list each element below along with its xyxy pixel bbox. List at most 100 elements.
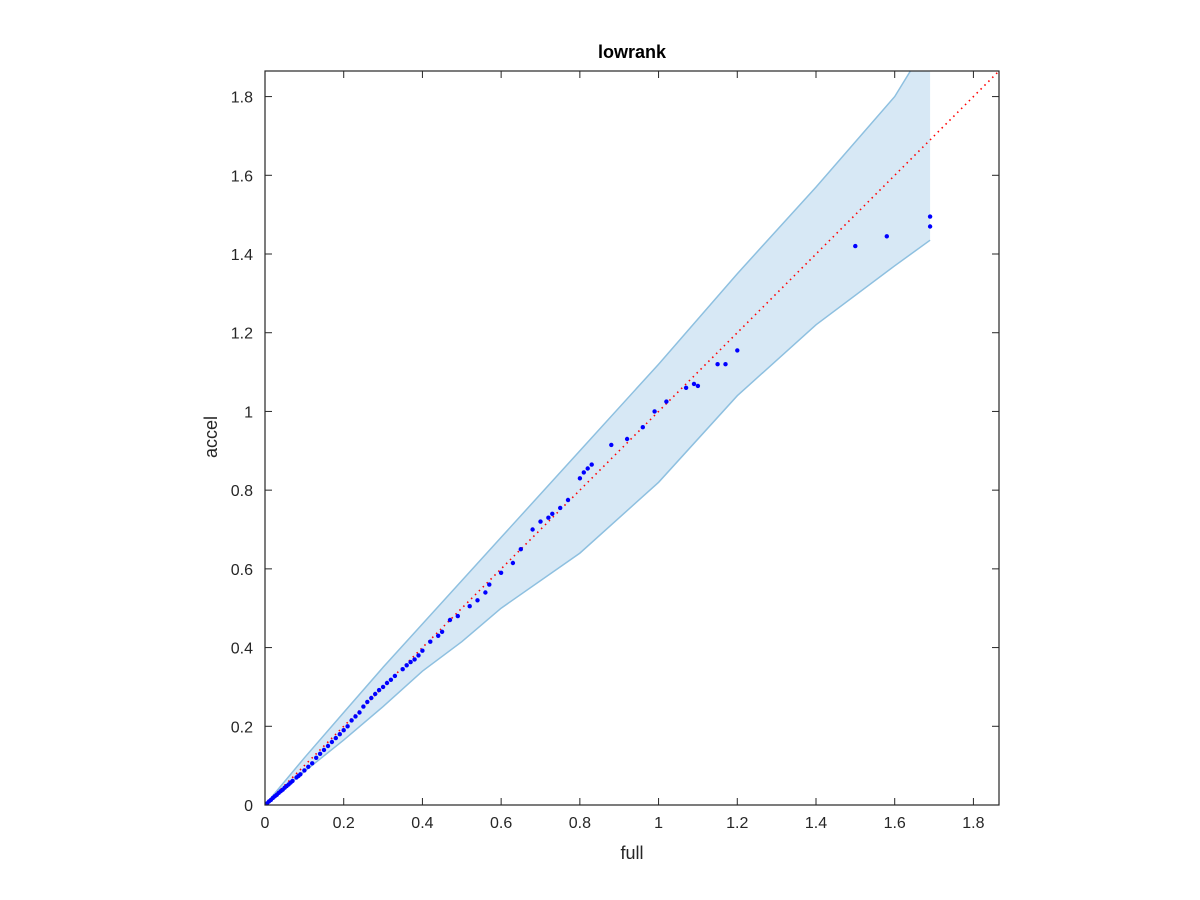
data-point — [353, 714, 358, 719]
data-point — [927, 214, 933, 219]
data-point — [298, 772, 303, 777]
data-point — [609, 442, 614, 448]
data-point — [581, 470, 586, 475]
data-point — [475, 598, 480, 603]
data-point — [652, 409, 657, 414]
data-point — [510, 560, 516, 566]
data-point — [558, 505, 563, 511]
data-point — [349, 718, 354, 723]
data-point — [455, 613, 460, 619]
data-point — [538, 519, 543, 524]
data-point — [361, 704, 366, 709]
y-axis-ticks: 0 0.2 0.4 0.6 0.8 1 1.2 1.4 1.6 1.8 — [231, 90, 999, 815]
x-tick-label: 1.8 — [962, 815, 984, 832]
data-point — [853, 243, 858, 249]
x-tick-label: 1.4 — [805, 815, 827, 832]
data-point — [550, 511, 555, 516]
data-point — [436, 633, 441, 638]
data-point — [487, 582, 492, 587]
data-point — [467, 604, 472, 609]
x-tick-label: 1 — [654, 815, 663, 832]
data-point — [683, 385, 689, 390]
data-point — [333, 735, 338, 741]
data-point — [306, 764, 311, 769]
y-tick-label: 1.8 — [231, 90, 253, 107]
data-point — [412, 657, 417, 662]
y-axis-label: accel — [201, 416, 221, 458]
data-point — [310, 761, 315, 766]
data-point — [420, 648, 425, 653]
data-point — [518, 547, 523, 552]
data-point — [589, 462, 594, 467]
y-tick-label: 1.4 — [231, 247, 253, 264]
x-axis-ticks: 0 0.2 0.4 0.6 0.8 1 1.2 1.4 1.6 1.8 — [261, 71, 985, 832]
data-point — [365, 699, 370, 705]
axes-frame — [264, 70, 1000, 806]
data-point — [302, 768, 307, 773]
data-point — [483, 590, 488, 595]
data-point — [546, 515, 551, 520]
data-point — [345, 724, 350, 729]
confidence-band-fill — [265, 71, 931, 805]
data-point — [428, 639, 433, 644]
y-tick-label: 1.2 — [231, 326, 253, 343]
data-point — [408, 659, 413, 665]
y-tick-label: 1.6 — [231, 168, 253, 185]
y-tick-label: 0.4 — [231, 641, 253, 658]
y-tick-label: 0.8 — [231, 483, 253, 500]
data-point — [498, 570, 504, 575]
x-tick-label: 0.2 — [333, 815, 355, 832]
x-tick-label: 1.2 — [726, 815, 748, 832]
y-tick-label: 0.2 — [231, 719, 253, 736]
data-point — [380, 684, 386, 690]
chart-title: lowrank — [598, 42, 667, 62]
x-tick-label: 1.6 — [884, 815, 906, 832]
data-point — [317, 751, 323, 756]
data-point — [439, 629, 445, 634]
data-point — [325, 743, 331, 749]
confidence-band-upper-edge — [264, 70, 912, 806]
confidence-band-lower-edge — [264, 239, 931, 806]
data-point — [691, 381, 697, 387]
data-point — [400, 667, 405, 672]
data-point — [884, 234, 889, 239]
y-tick-label: 1 — [244, 404, 253, 421]
data-point — [927, 224, 933, 229]
x-axis-label: full — [620, 843, 643, 863]
data-point — [373, 691, 378, 697]
data-point — [577, 476, 583, 481]
data-point — [640, 425, 645, 430]
data-point — [664, 399, 669, 404]
data-point — [565, 497, 571, 503]
data-point — [329, 739, 335, 745]
data-point — [585, 466, 590, 471]
data-point — [530, 527, 535, 532]
plot-area — [264, 70, 1000, 806]
data-point — [314, 755, 319, 760]
data-point — [337, 732, 342, 737]
data-point — [384, 680, 390, 686]
data-point — [404, 663, 409, 668]
y-tick-label: 0 — [244, 798, 253, 815]
data-point — [715, 362, 720, 367]
data-point — [392, 673, 398, 679]
data-point — [369, 695, 374, 701]
data-point — [376, 687, 382, 693]
data-point — [341, 728, 346, 733]
x-tick-label: 0.8 — [569, 815, 591, 832]
x-tick-label: 0.4 — [411, 815, 433, 832]
data-point — [624, 436, 630, 442]
data-points — [264, 214, 933, 806]
data-point — [416, 653, 421, 658]
y-tick-label: 0.6 — [231, 562, 253, 579]
data-point — [723, 362, 728, 367]
data-point — [321, 747, 327, 753]
data-point — [357, 710, 362, 715]
data-point — [735, 348, 740, 353]
data-point — [290, 778, 295, 784]
data-point — [388, 677, 394, 682]
data-point — [447, 617, 453, 623]
x-tick-label: 0 — [261, 815, 270, 832]
x-tick-label: 0.6 — [490, 815, 512, 832]
